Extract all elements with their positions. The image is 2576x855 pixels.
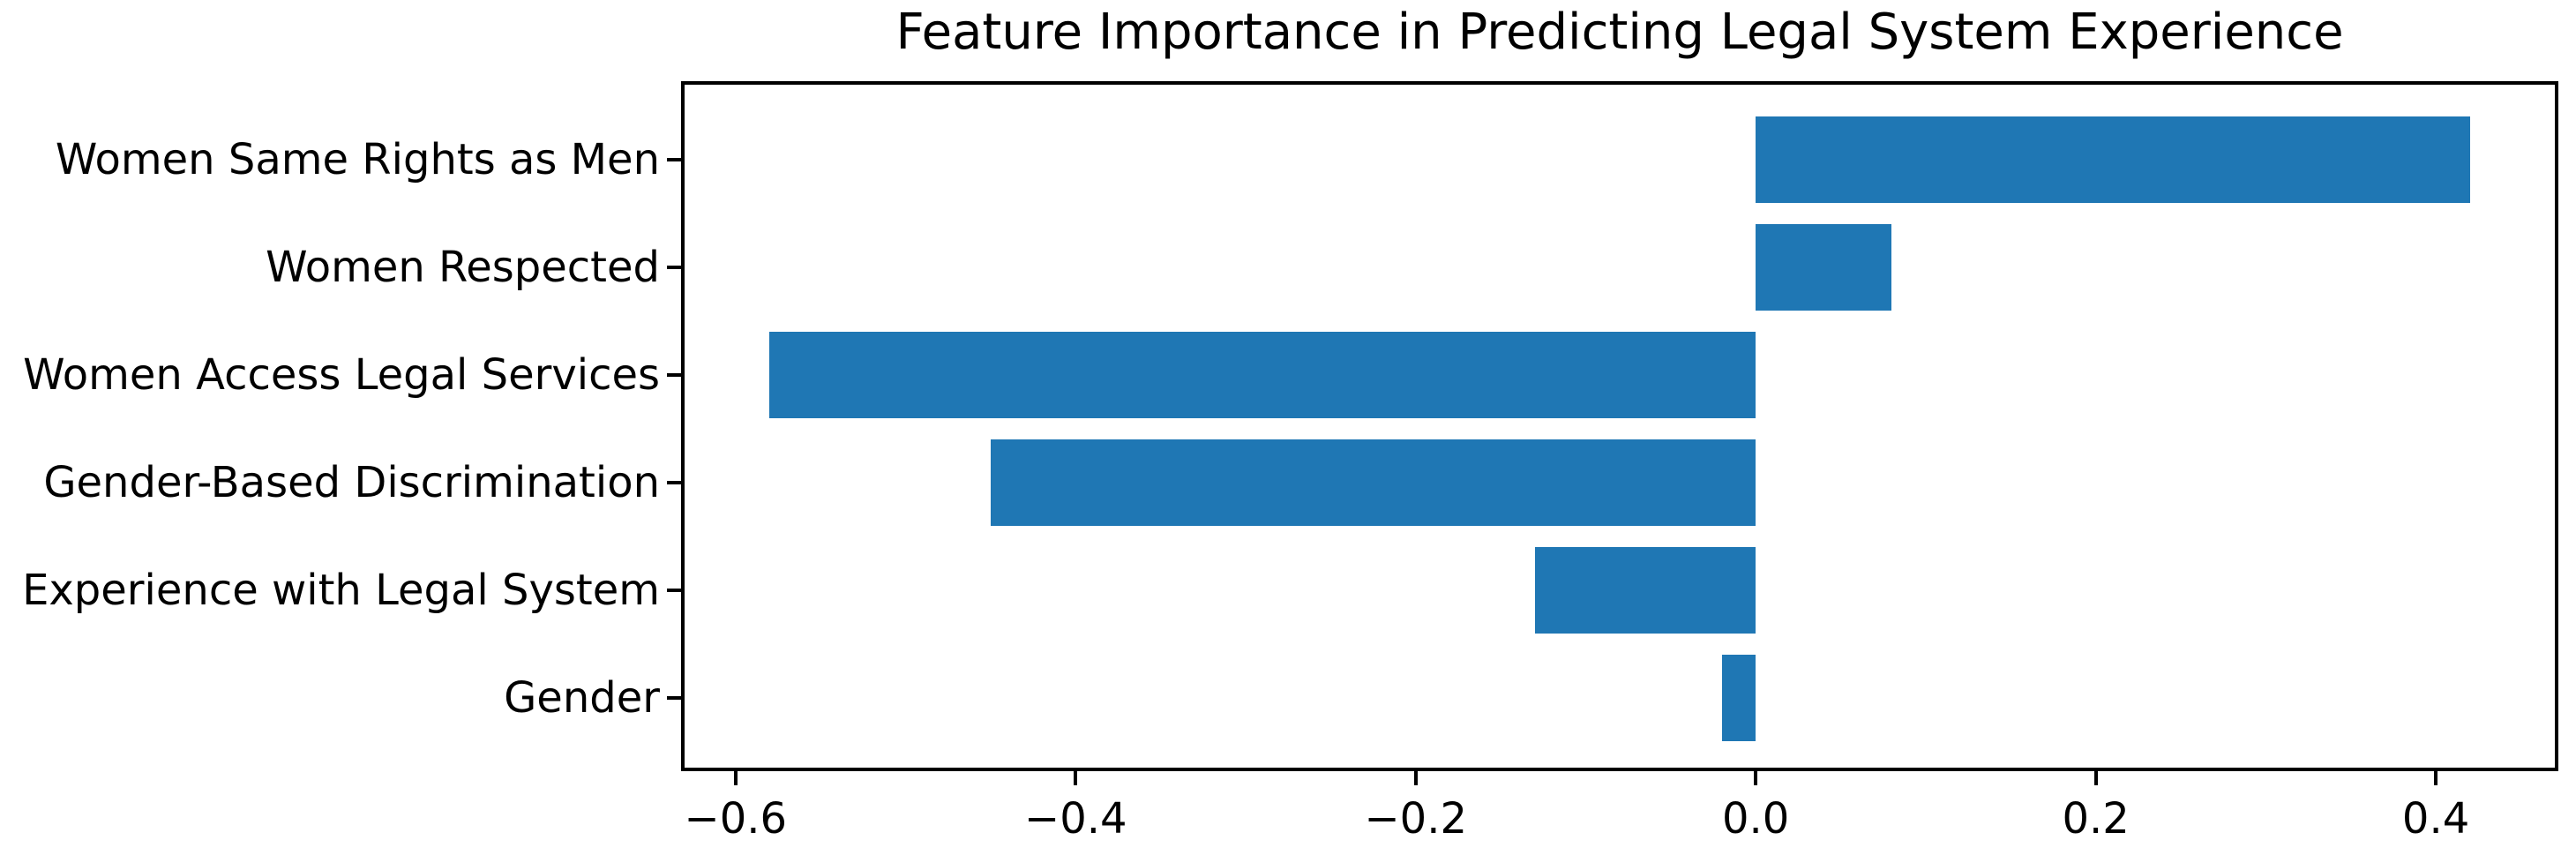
y-category-label: Gender xyxy=(504,673,660,723)
x-tick xyxy=(2434,771,2438,785)
x-tick-label: 0.4 xyxy=(2401,794,2470,844)
bar xyxy=(990,439,1756,526)
y-tick xyxy=(667,373,681,377)
x-tick-label: −0.2 xyxy=(1364,794,1467,844)
x-tick-label: 0.2 xyxy=(2062,794,2130,844)
bar xyxy=(1534,547,1756,634)
x-tick-label: −0.4 xyxy=(1023,794,1127,844)
x-tick xyxy=(1074,771,1078,785)
plot-area: −0.6 −0.4 −0.2 0.0 0.2 0.4 xyxy=(667,81,2558,842)
x-tick-label: 0.0 xyxy=(1722,794,1790,844)
x-tick-label: −0.6 xyxy=(684,794,788,844)
y-tick xyxy=(667,696,681,700)
x-tick xyxy=(733,771,738,785)
y-category-label: Women Same Rights as Men xyxy=(55,135,660,184)
y-category-label: Women Respected xyxy=(266,243,660,292)
y-tick xyxy=(667,481,681,484)
bar xyxy=(769,332,1756,418)
y-tick xyxy=(667,589,681,592)
y-category-label: Experience with Legal System xyxy=(22,566,660,615)
bar xyxy=(1756,116,2470,203)
bar xyxy=(1721,655,1756,741)
x-tick xyxy=(1754,771,1758,785)
x-tick xyxy=(2093,771,2098,785)
y-category-label: Gender-Based Discrimination xyxy=(43,458,660,507)
chart-title: Feature Importance in Predicting Legal S… xyxy=(895,4,2344,61)
x-tick xyxy=(1413,771,1418,785)
bar xyxy=(1756,224,1892,311)
y-tick xyxy=(667,266,681,269)
y-category-label: Women Access Legal Services xyxy=(23,350,660,400)
y-tick xyxy=(667,158,681,161)
